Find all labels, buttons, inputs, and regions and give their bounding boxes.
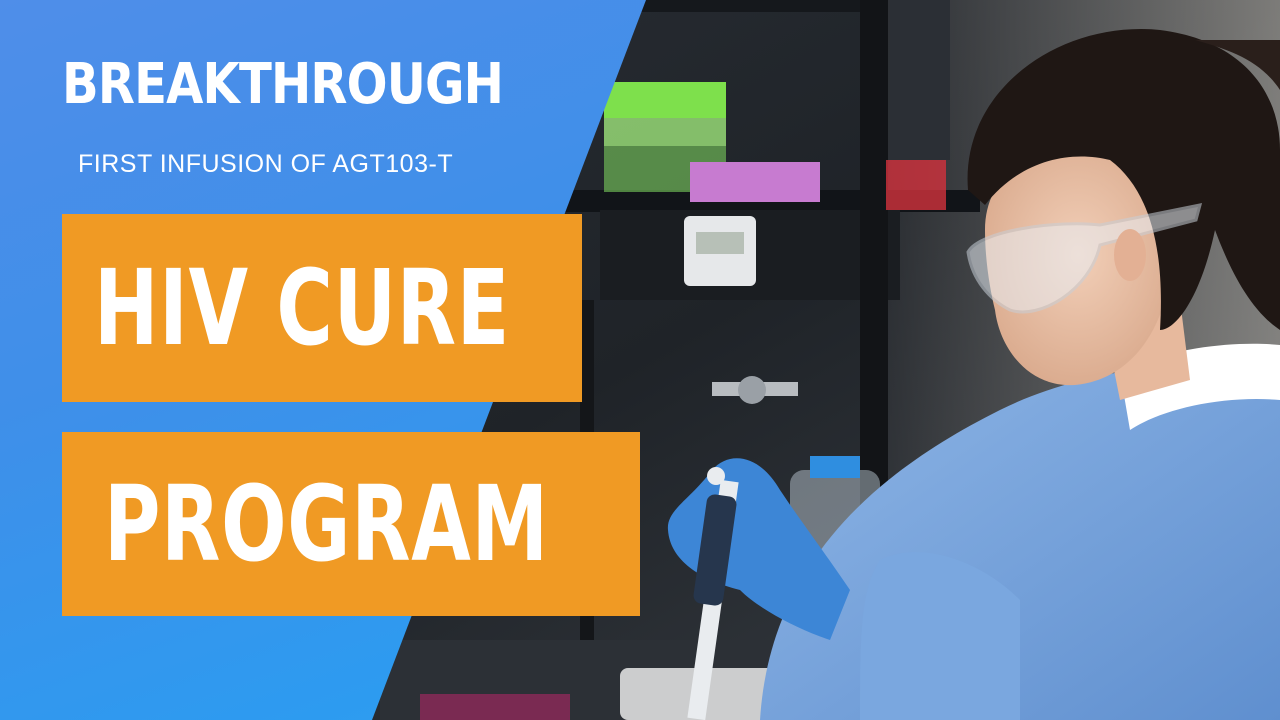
title-box-line-1: HIV CURE bbox=[62, 214, 582, 402]
title-line-2: PROGRAM bbox=[104, 463, 549, 585]
headline-breakthrough: BREAKTHROUGH bbox=[62, 52, 504, 117]
title-line-1: HIV CURE bbox=[94, 247, 511, 369]
title-box-line-2: PROGRAM bbox=[62, 432, 640, 616]
subheadline: FIRST INFUSION OF AGT103-T bbox=[78, 150, 454, 178]
